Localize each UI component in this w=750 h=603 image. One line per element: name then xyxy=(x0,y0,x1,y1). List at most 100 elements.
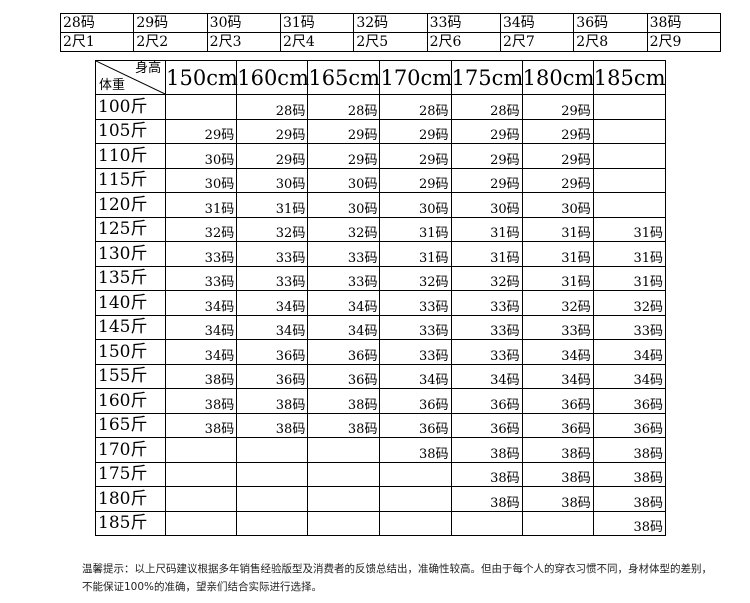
waist-size-cell: 36码 xyxy=(573,13,648,33)
weight-cell: 180斤 xyxy=(94,486,167,512)
weight-cell: 155斤 xyxy=(94,363,167,389)
weight-row: 140斤 34码 34码 34码 33码 33码 32码 32码 xyxy=(94,290,667,316)
weight-row: 185斤 38码 xyxy=(94,510,667,536)
size-cell: 36码 xyxy=(236,339,309,365)
waist-measure-cell: 2尺2 xyxy=(133,32,208,52)
corner-header-cell: 身高 体重 xyxy=(94,60,167,95)
size-cell: 36码 xyxy=(450,388,523,414)
size-cell: 38码 xyxy=(307,388,381,414)
waist-size-cell: 31码 xyxy=(279,13,355,33)
size-cell: 34码 xyxy=(592,363,667,389)
size-cell: 32码 xyxy=(165,216,238,242)
waist-size-cell: 33码 xyxy=(426,13,501,33)
size-cell: 33码 xyxy=(379,290,452,316)
size-cell: 31码 xyxy=(379,216,452,242)
size-cell: 29码 xyxy=(165,118,238,144)
waist-size-cell: 38码 xyxy=(646,13,722,33)
size-cell: 34码 xyxy=(165,339,238,365)
diagonal-divider xyxy=(96,61,166,94)
size-cell: 30码 xyxy=(521,192,594,218)
size-cell xyxy=(165,486,238,512)
size-cell xyxy=(236,461,309,487)
size-cell: 31码 xyxy=(450,241,523,267)
size-cell xyxy=(450,510,523,536)
size-cell: 36码 xyxy=(592,388,667,414)
size-cell: 36码 xyxy=(521,412,594,438)
size-cell: 36码 xyxy=(307,339,381,365)
size-cell: 29码 xyxy=(521,167,594,193)
waist-size-table: 28码 29码 30码 31码 32码 33码 34码 36码 38码 2尺1 2尺2 2尺3 2尺4… xyxy=(59,13,722,52)
size-cell: 31码 xyxy=(592,216,667,242)
size-cell: 30码 xyxy=(307,192,381,218)
size-cell xyxy=(592,167,667,193)
waist-size-cell: 28码 xyxy=(59,13,135,33)
size-cell: 30码 xyxy=(236,167,309,193)
size-cell: 38码 xyxy=(450,486,523,512)
weight-row: 100斤 28码 28码 28码 28码 29码 xyxy=(94,94,667,120)
size-cell: 38码 xyxy=(592,437,667,463)
waist-measure-cell: 2尺4 xyxy=(279,32,355,52)
size-cell xyxy=(379,510,452,536)
weight-cell: 105斤 xyxy=(94,118,167,144)
weight-row: 175斤 38码 38码 38码 xyxy=(94,461,667,487)
size-cell: 34码 xyxy=(236,314,309,340)
weight-cell: 110斤 xyxy=(94,143,167,169)
height-header-cell: 180cm xyxy=(521,60,594,95)
weight-row: 120斤 31码 31码 30码 30码 30码 30码 xyxy=(94,192,667,218)
size-cell: 29码 xyxy=(236,143,309,169)
weight-cell: 170斤 xyxy=(94,437,167,463)
size-cell: 36码 xyxy=(379,412,452,438)
size-cell: 36码 xyxy=(379,388,452,414)
size-cell: 30码 xyxy=(379,192,452,218)
size-cell: 32码 xyxy=(521,290,594,316)
size-cell xyxy=(165,437,238,463)
size-cell: 34码 xyxy=(307,290,381,316)
size-cell: 38码 xyxy=(450,461,523,487)
waist-measure-cell: 2尺7 xyxy=(499,32,575,52)
size-cell: 33码 xyxy=(379,339,452,365)
size-cell: 34码 xyxy=(521,363,594,389)
weight-cell: 160斤 xyxy=(94,388,167,414)
size-cell xyxy=(592,143,667,169)
weight-row: 150斤 34码 36码 36码 33码 33码 34码 34码 xyxy=(94,339,667,365)
size-cell: 33码 xyxy=(450,290,523,316)
size-cell: 31码 xyxy=(521,241,594,267)
size-cell: 34码 xyxy=(236,290,309,316)
size-cell: 32码 xyxy=(307,216,381,242)
waist-measure-cell: 2尺5 xyxy=(353,32,428,52)
size-cell: 38码 xyxy=(521,486,594,512)
weight-cell: 120斤 xyxy=(94,192,167,218)
size-cell: 33码 xyxy=(307,265,381,291)
waist-measure-cell: 2尺9 xyxy=(646,32,722,52)
size-cell: 32码 xyxy=(236,216,309,242)
size-cell: 33码 xyxy=(307,241,381,267)
size-cell: 29码 xyxy=(450,118,523,144)
size-cell: 32码 xyxy=(450,265,523,291)
size-cell: 34码 xyxy=(592,339,667,365)
weight-cell: 125斤 xyxy=(94,216,167,242)
weight-cell: 185斤 xyxy=(94,510,167,536)
waist-size-cell: 30码 xyxy=(206,13,281,33)
size-cell: 28码 xyxy=(236,94,309,120)
height-header-cell: 165cm xyxy=(307,60,381,95)
waist-size-cell: 29码 xyxy=(133,13,208,33)
size-cell xyxy=(307,510,381,536)
waist-measure-row: 2尺1 2尺2 2尺3 2尺4 2尺5 2尺6 2尺7 2尺8 2尺9 xyxy=(59,32,722,52)
size-cell: 38码 xyxy=(450,437,523,463)
waist-measure-cell: 2尺6 xyxy=(426,32,501,52)
size-cell: 28码 xyxy=(450,94,523,120)
size-cell xyxy=(165,94,238,120)
size-cell: 38码 xyxy=(165,388,238,414)
size-cell xyxy=(307,437,381,463)
size-cell: 31码 xyxy=(592,265,667,291)
size-cell: 33码 xyxy=(165,265,238,291)
size-cell: 31码 xyxy=(236,192,309,218)
size-cell: 29码 xyxy=(379,118,452,144)
weight-row: 110斤 30码 29码 29码 29码 29码 29码 xyxy=(94,143,667,169)
size-cell: 29码 xyxy=(379,167,452,193)
size-cell xyxy=(379,461,452,487)
weight-cell: 145斤 xyxy=(94,314,167,340)
size-cell: 36码 xyxy=(236,363,309,389)
size-cell: 36码 xyxy=(307,363,381,389)
weight-row: 145斤 34码 34码 34码 33码 33码 33码 33码 xyxy=(94,314,667,340)
